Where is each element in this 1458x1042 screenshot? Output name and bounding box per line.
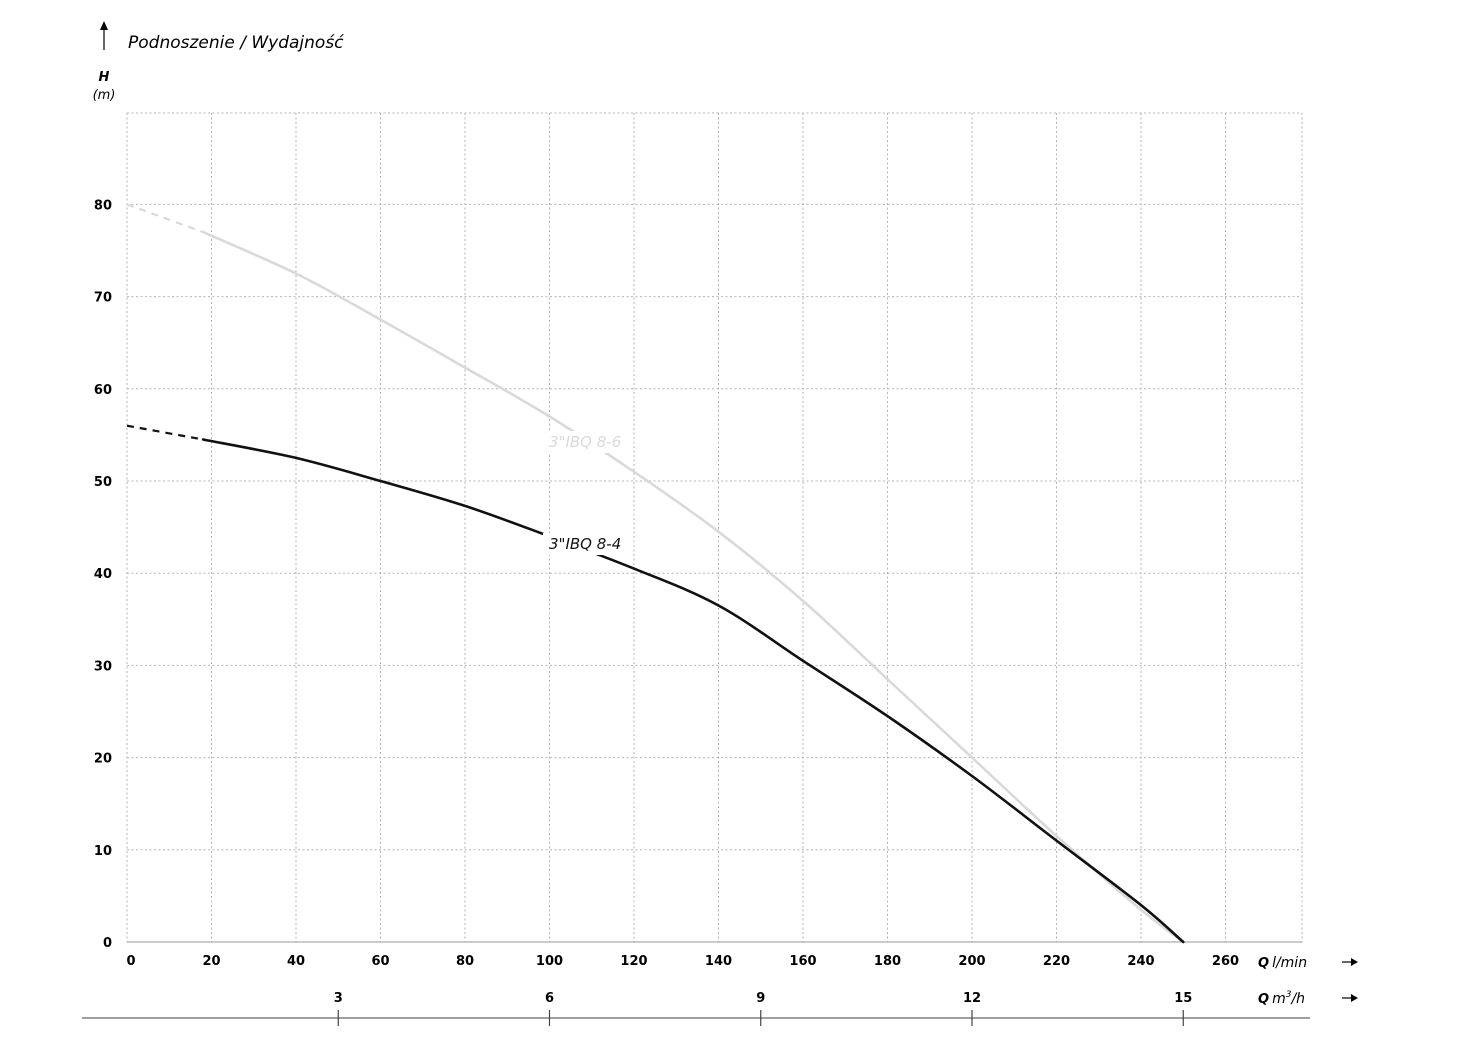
- x-axis-lmin-arrow-icon: [1342, 958, 1358, 966]
- y-axis-unit: (m): [93, 88, 116, 103]
- x-axis-m3h-arrow-icon: [1342, 994, 1358, 1002]
- y-tick-label: 60: [94, 383, 112, 398]
- chart-title: Podnoszenie / Wydajność: [128, 33, 344, 53]
- secondary-x-tick-label: 15: [1174, 991, 1192, 1006]
- x-tick-labels: 0 20 40 60 80 100 120 140 160 180 200 220 240 260: [126, 954, 1239, 969]
- x-tick-label: 260: [1212, 954, 1239, 969]
- y-tick-label: 0: [103, 936, 112, 951]
- x-axis-m3h-unit-sup: 3: [1286, 990, 1292, 1000]
- secondary-x-tick-label: 6: [545, 991, 554, 1006]
- y-axis-arrow-icon: [100, 21, 108, 50]
- x-tick-label: 120: [620, 954, 647, 969]
- y-tick-label: 50: [94, 475, 112, 490]
- secondary-x-tick-label: 9: [756, 991, 765, 1006]
- y-tick-label: 30: [94, 659, 112, 674]
- grid: [126, 112, 1303, 943]
- y-tick-label: 20: [94, 752, 112, 767]
- secondary-x-tick-label: 3: [334, 991, 343, 1006]
- x-axis-m3h-symbol: Q: [1258, 992, 1269, 1007]
- x-axis-m3h-unit-tail: /h: [1289, 991, 1305, 1007]
- x-tick-label: 140: [705, 954, 732, 969]
- series-8-6-label-bg: [543, 431, 623, 453]
- series-8-6-line: [201, 230, 1185, 944]
- y-axis-symbol: H: [99, 70, 110, 85]
- x-tick-label: 100: [536, 954, 563, 969]
- y-tick-label: 40: [94, 567, 112, 582]
- x-axis-lmin-unit: l/min: [1272, 955, 1307, 971]
- x-tick-label: 200: [958, 954, 985, 969]
- x-tick-label: 160: [789, 954, 816, 969]
- series-8-6-label: 3"IBQ 8-6: [549, 433, 621, 451]
- series-8-6-dashed-line: [126, 203, 204, 234]
- x-tick-label: 60: [371, 954, 389, 969]
- series-8-4-label: 3"IBQ 8-4: [549, 535, 621, 553]
- x-axis-lmin-symbol: Q: [1258, 956, 1269, 971]
- secondary-x-tick-label: 12: [963, 991, 981, 1006]
- y-tick-labels: 0 10 20 30 40 50 60 70 80: [94, 198, 112, 951]
- x-tick-label: 20: [202, 954, 220, 969]
- x-tick-label: 180: [874, 954, 901, 969]
- series-lines: [126, 203, 1185, 944]
- y-tick-label: 80: [94, 198, 112, 213]
- series-labels: 3"IBQ 8-4 3"IBQ 8-6: [543, 431, 623, 555]
- series-8-4-label-bg: [543, 533, 623, 555]
- y-tick-label: 70: [94, 291, 112, 306]
- x-tick-label: 80: [456, 954, 474, 969]
- x-tick-label: 40: [287, 954, 305, 969]
- series-8-4-dashed-line: [126, 424, 204, 441]
- series-8-4-line: [201, 438, 1185, 944]
- x-axis-m3h-unit-base: m: [1272, 991, 1286, 1007]
- x-tick-label: 220: [1043, 954, 1070, 969]
- x-tick-label: 0: [126, 954, 135, 969]
- secondary-x-ticks: 3 6 9 12 15: [334, 991, 1192, 1026]
- x-tick-label: 240: [1127, 954, 1154, 969]
- y-tick-label: 10: [94, 844, 112, 859]
